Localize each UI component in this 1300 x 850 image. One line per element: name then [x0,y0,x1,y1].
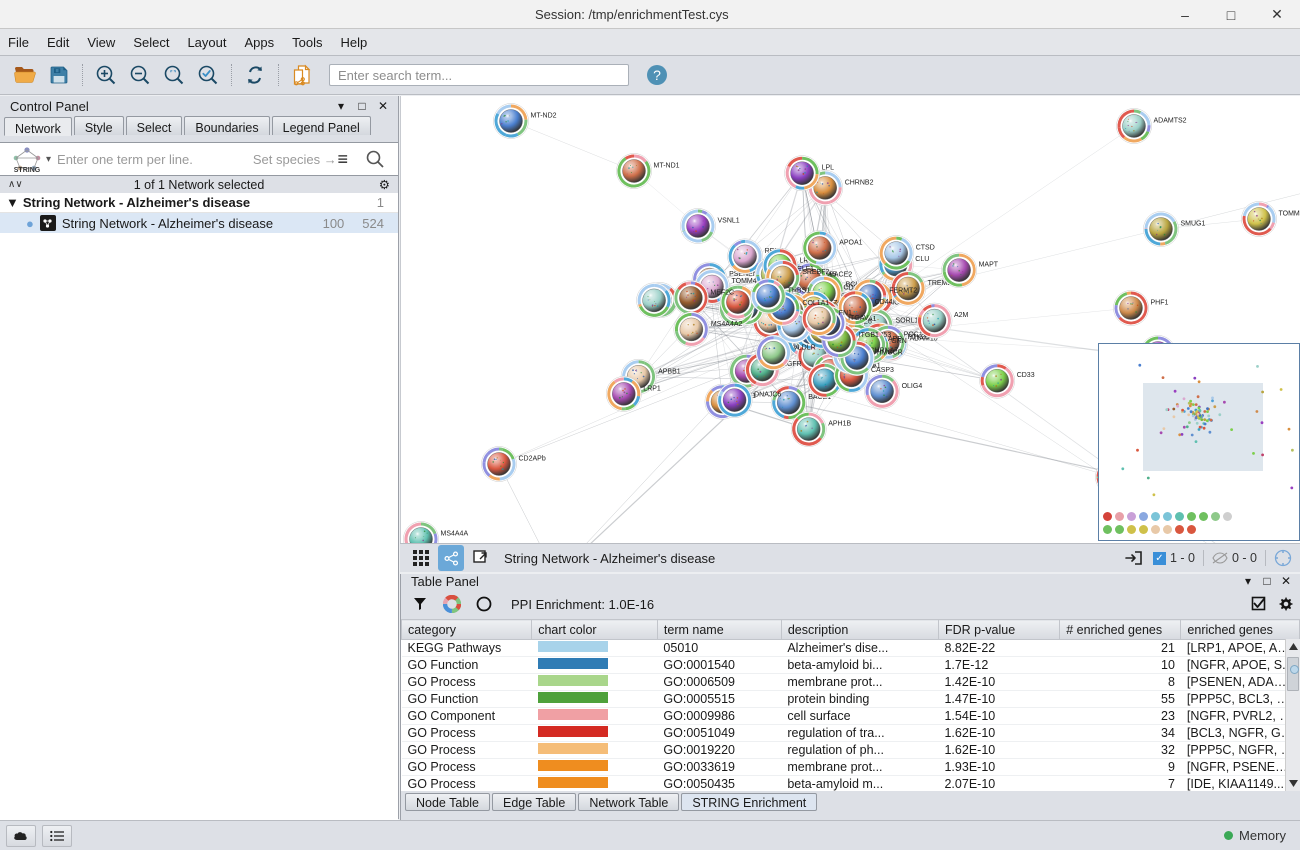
svg-text:FERMT2: FERMT2 [889,288,917,295]
svg-text:DNAJC6: DNAJC6 [754,392,781,399]
svg-text:FN1: FN1 [839,310,852,317]
svg-text:TOMM40b: TOMM40b [1279,211,1300,218]
svg-text:ADAMTS2: ADAMTS2 [1154,118,1187,125]
svg-text:MAPT: MAPT [979,262,999,269]
svg-text:?: ? [653,67,661,83]
svg-text:APP: APP [888,336,902,343]
svg-text:VSNL1: VSNL1 [718,218,740,225]
svg-text:SREBF2: SREBF2 [802,269,829,276]
svg-text:SORL1: SORL1 [896,317,919,324]
svg-text:CD44: CD44 [875,299,893,306]
svg-text:A2M: A2M [954,312,969,319]
svg-text:CASP3: CASP3 [871,367,894,374]
svg-text:BACE2: BACE2 [829,271,852,278]
svg-text:MS4A4A2: MS4A4A2 [711,321,743,328]
svg-text:CLU: CLU [915,256,929,263]
svg-text:APH1B: APH1B [828,421,851,428]
svg-text:OLIG4: OLIG4 [902,383,923,390]
svg-text:HMGCR: HMGCR [876,350,902,357]
svg-text:MS4A4A: MS4A4A [441,531,469,538]
svg-text:CD33: CD33 [1017,372,1035,379]
svg-text:VLDLR: VLDLR [793,344,816,351]
svg-text:CHRNB2: CHRNB2 [845,180,874,187]
svg-text:CTSD: CTSD [916,245,935,252]
svg-text:MEF2C: MEF2C [710,290,734,297]
svg-text:COL1A1: COL1A1 [802,300,829,307]
svg-text:SMUG1: SMUG1 [1181,221,1206,228]
svg-text:PHF1: PHF1 [1151,300,1169,307]
svg-text:THBS1: THBS1 [788,287,811,294]
svg-text:CD2APb: CD2APb [519,456,546,463]
svg-text:ITGB1: ITGB1 [859,332,879,339]
svg-text:LRP1: LRP1 [643,386,661,393]
svg-text:MT-ND2: MT-ND2 [531,113,557,120]
svg-text:APBB1: APBB1 [658,368,681,375]
svg-text:MT-ND1: MT-ND1 [654,163,680,170]
svg-text:LPL: LPL [822,165,835,172]
svg-text:APOA1: APOA1 [839,240,862,247]
